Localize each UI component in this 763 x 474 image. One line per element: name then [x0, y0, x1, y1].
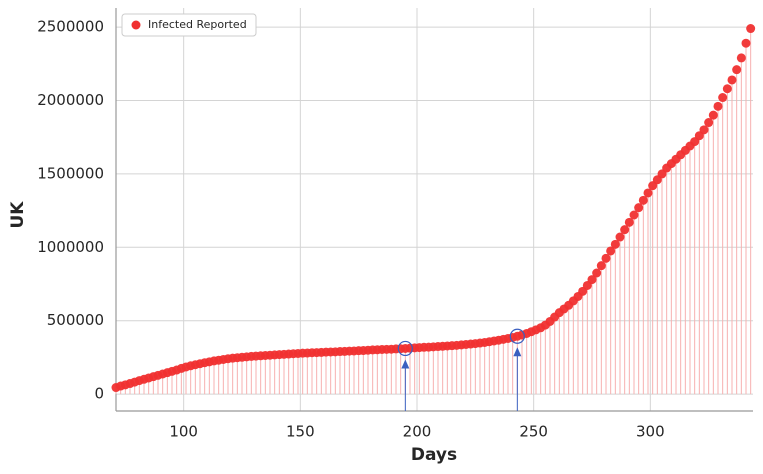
- legend: Infected Reported: [121, 13, 257, 37]
- marker: [722, 84, 732, 94]
- marker: [643, 188, 653, 198]
- x-tick-label: 250: [519, 423, 548, 441]
- marker: [638, 195, 648, 205]
- x-tick-label: 200: [403, 423, 432, 441]
- y-tick-label: 2500000: [37, 18, 104, 36]
- marker: [629, 210, 639, 220]
- marker: [713, 101, 723, 111]
- marker: [741, 38, 751, 48]
- legend-marker: [131, 20, 141, 30]
- y-tick-label: 0: [94, 385, 104, 403]
- x-tick-label: 300: [636, 423, 665, 441]
- y-tick-label: 500000: [47, 311, 104, 329]
- marker: [587, 275, 597, 285]
- marker: [615, 232, 625, 242]
- marker: [596, 261, 606, 271]
- arrow-head: [401, 359, 410, 369]
- legend-label: Infected Reported: [148, 18, 247, 31]
- y-tick-label: 2000000: [37, 91, 104, 109]
- marker: [736, 53, 746, 63]
- marker: [601, 253, 611, 263]
- marker: [746, 24, 756, 34]
- x-tick-label: 100: [169, 423, 198, 441]
- marker: [708, 110, 718, 120]
- x-axis-label: Days: [411, 445, 457, 465]
- marker: [610, 239, 620, 249]
- x-tick-label: 150: [286, 423, 315, 441]
- arrow-head: [513, 347, 522, 357]
- y-tick-label: 1000000: [37, 238, 104, 256]
- marker: [704, 118, 714, 128]
- marker: [699, 125, 709, 135]
- highlight-circle: [397, 340, 413, 357]
- y-tick-label: 1500000: [37, 164, 104, 182]
- marker: [606, 246, 616, 256]
- marker: [624, 217, 634, 227]
- marker: [634, 203, 644, 213]
- marker: [620, 225, 630, 235]
- legend-box: [121, 13, 257, 37]
- marker: [592, 268, 602, 278]
- marker: [732, 65, 742, 75]
- marker: [727, 75, 737, 85]
- y-axis-label: UK: [8, 201, 28, 229]
- highlight-circle: [509, 328, 525, 344]
- marker: [718, 93, 728, 103]
